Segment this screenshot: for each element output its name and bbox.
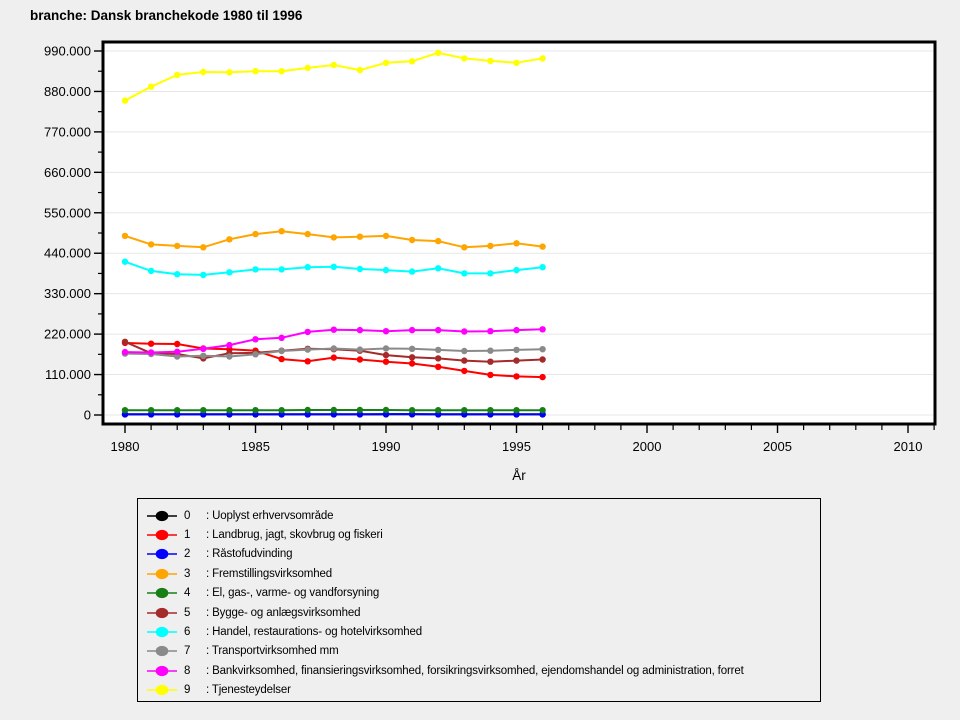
- legend-item-key: 9: [184, 684, 191, 697]
- svg-text:1980: 1980: [111, 439, 140, 454]
- x-axis-title: År: [512, 468, 526, 483]
- svg-text:990.000: 990.000: [44, 44, 91, 59]
- legend-item-key: 5: [184, 606, 191, 619]
- legend-item-label: : Handel, restaurations- og hotelvirksom…: [206, 626, 422, 639]
- series-9: [121, 49, 546, 104]
- y-axis: 0 110.000 220.000 330.000 440.000 550.000 660.…: [44, 44, 102, 423]
- legend-item: 8 : Bankvirksomhed, finansieringsvirksom…: [146, 661, 820, 680]
- legend-marker-icon: [147, 529, 177, 541]
- legend-item: 6 : Handel, restaurations- og hotelvirks…: [146, 622, 820, 641]
- legend-item-key: 7: [184, 645, 191, 658]
- series-6: [121, 258, 546, 279]
- svg-text:2010: 2010: [894, 439, 923, 454]
- legend-item-label: : Fremstillingsvirksomhed: [206, 567, 332, 580]
- legend-item-label: : El, gas-, varme- og vandforsyning: [206, 587, 380, 600]
- series-3: [121, 228, 546, 251]
- legend-item-label: : Råstofudvinding: [206, 548, 293, 561]
- legend-item-key: 2: [184, 548, 191, 561]
- svg-text:110.000: 110.000: [45, 367, 91, 382]
- legend-item-key: 0: [184, 509, 191, 522]
- page-title: branche: Dansk branchekode 1980 til 1996: [30, 8, 303, 23]
- series-8: [121, 326, 546, 356]
- svg-text:2000: 2000: [633, 439, 662, 454]
- legend-item: 2 : Råstofudvinding: [146, 545, 820, 564]
- svg-text:660.000: 660.000: [44, 165, 91, 180]
- line-chart: 0 110.000 220.000 330.000 440.000 550.000 660.…: [44, 40, 937, 454]
- legend-marker-icon: [147, 626, 177, 638]
- legend-marker-icon: [147, 568, 177, 579]
- legend-item: 7 : Transportvirksomhed mm: [146, 642, 820, 661]
- legend-item-label: : Landbrug, jagt, skovbrug og fiskeri: [206, 529, 383, 542]
- svg-text:440.000: 440.000: [44, 246, 91, 261]
- legend-marker-icon: [147, 607, 177, 618]
- legend-item-key: 3: [184, 567, 191, 580]
- legend-item-key: 1: [184, 529, 191, 542]
- legend-marker-icon: [147, 549, 177, 560]
- svg-text:1990: 1990: [372, 439, 401, 454]
- svg-text:770.000: 770.000: [44, 124, 91, 139]
- svg-text:550.000: 550.000: [44, 205, 91, 220]
- svg-text:220.000: 220.000: [44, 327, 91, 342]
- series-4: [121, 406, 546, 414]
- legend-marker-icon: [147, 510, 177, 521]
- x-axis: 1980 1985 1990 1995 2000 2005 2010: [111, 425, 935, 454]
- legend-item-key: 4: [184, 587, 191, 600]
- legend-item: 1 : Landbrug, jagt, skovbrug og fiskeri: [146, 525, 820, 544]
- svg-text:880.000: 880.000: [44, 84, 91, 99]
- svg-text:1985: 1985: [241, 439, 270, 454]
- legend-marker-icon: [147, 685, 177, 696]
- legend-item-label: : Bankvirksomhed, finansieringsvirksomhe…: [206, 664, 744, 677]
- legend-marker-icon: [147, 588, 177, 599]
- svg-text:0: 0: [84, 408, 91, 423]
- legend-marker-icon: [147, 646, 177, 657]
- legend-marker-icon: [147, 665, 177, 676]
- plot-border: [101, 40, 937, 426]
- svg-text:330.000: 330.000: [44, 286, 91, 301]
- legend-item: 4 : El, gas-, varme- og vandforsyning: [146, 584, 820, 603]
- legend-item-label: : Uoplyst erhvervsområde: [206, 509, 334, 522]
- legend-item-label: : Transportvirksomhed mm: [206, 645, 339, 658]
- svg-text:2005: 2005: [763, 439, 792, 454]
- legend-item: 5 : Bygge- og anlægsvirksomhed: [146, 603, 820, 622]
- legend-item-label: : Bygge- og anlægsvirksomhed: [206, 606, 361, 619]
- legend-item-label: : Tjenesteydelser: [206, 684, 291, 697]
- legend: 0 : Uoplyst erhvervsområde 1 : Landbrug,…: [137, 498, 821, 702]
- svg-text:1995: 1995: [502, 439, 531, 454]
- legend-item-key: 8: [184, 664, 191, 677]
- legend-item-key: 6: [184, 626, 191, 639]
- legend-item: 9 : Tjenesteydelser: [146, 681, 820, 700]
- legend-item: 3 : Fremstillingsvirksomhed: [146, 564, 820, 583]
- legend-item: 0 : Uoplyst erhvervsområde: [146, 506, 820, 525]
- plot-area: [103, 42, 935, 424]
